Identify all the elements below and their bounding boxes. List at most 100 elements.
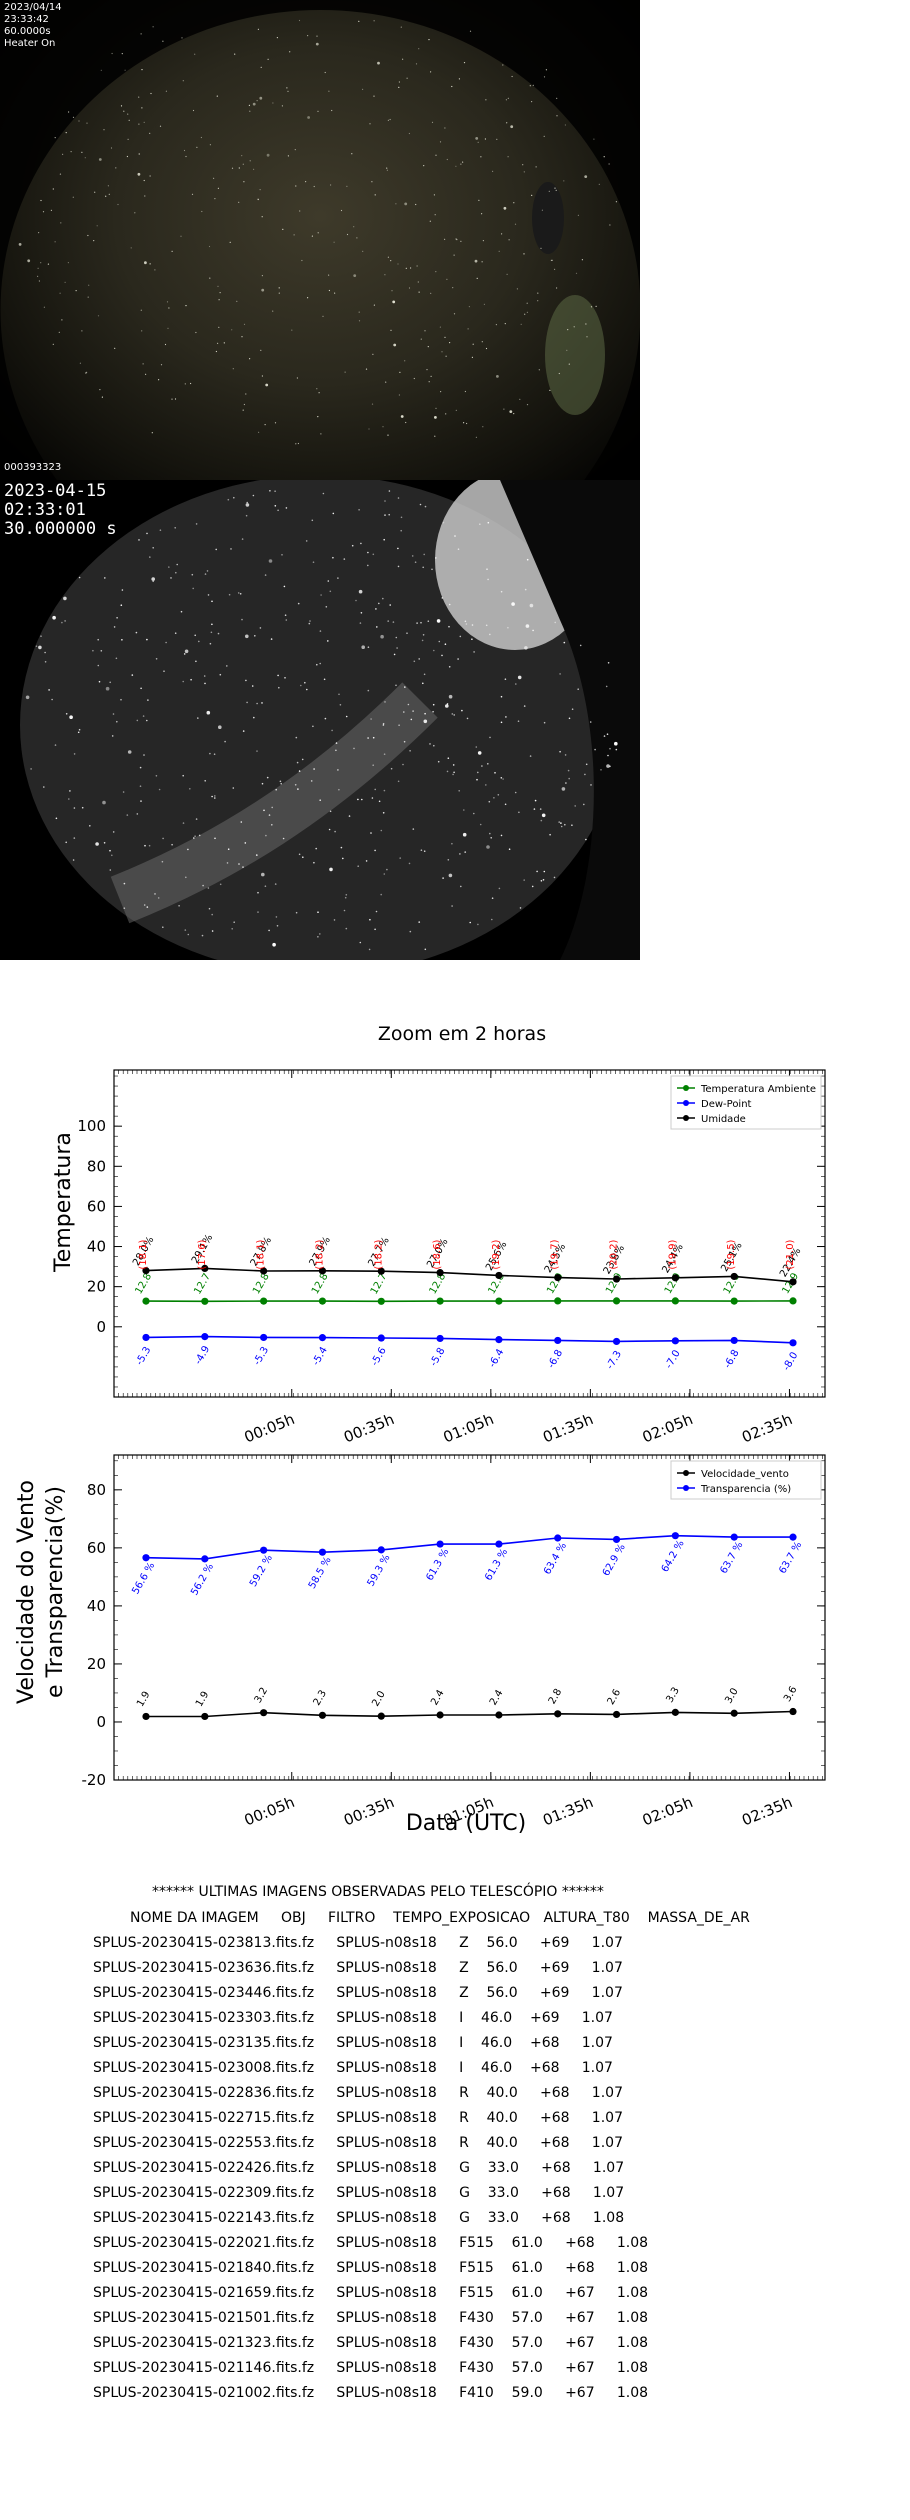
star bbox=[276, 37, 278, 39]
star bbox=[182, 774, 184, 777]
star bbox=[489, 633, 491, 636]
data-label: 63.7 % bbox=[777, 1540, 804, 1576]
data-label: (17.6) bbox=[197, 1239, 208, 1269]
star bbox=[259, 96, 263, 100]
star bbox=[54, 137, 56, 139]
star bbox=[194, 634, 196, 637]
star bbox=[556, 287, 558, 289]
data-label: 2.3 bbox=[312, 1688, 329, 1707]
star bbox=[480, 156, 482, 158]
star bbox=[327, 640, 329, 642]
star bbox=[333, 241, 335, 243]
star bbox=[72, 859, 75, 861]
star bbox=[360, 612, 363, 614]
star bbox=[427, 346, 429, 348]
star bbox=[542, 879, 545, 881]
star bbox=[513, 413, 515, 415]
star bbox=[436, 619, 441, 623]
star bbox=[294, 784, 297, 786]
star bbox=[313, 768, 315, 770]
legend-label: Dew-Point bbox=[701, 1099, 752, 1110]
star bbox=[453, 254, 455, 256]
star bbox=[260, 349, 262, 351]
star bbox=[466, 422, 468, 425]
star bbox=[437, 760, 440, 763]
data-label: 64.2 % bbox=[660, 1539, 687, 1575]
star bbox=[151, 577, 155, 581]
star bbox=[147, 699, 149, 701]
star bbox=[183, 653, 186, 655]
star bbox=[345, 927, 348, 930]
star bbox=[343, 558, 346, 560]
star bbox=[322, 492, 325, 495]
table-row: SPLUS-20230415-023303.fits.fz SPLUS-n08s… bbox=[93, 2010, 613, 2026]
star bbox=[284, 677, 286, 679]
star bbox=[206, 710, 211, 715]
star bbox=[367, 737, 369, 739]
y-tick-label: 80 bbox=[87, 1157, 106, 1175]
star bbox=[345, 894, 348, 896]
star bbox=[387, 620, 390, 622]
star bbox=[154, 893, 156, 895]
data-label: 3.6 bbox=[782, 1685, 799, 1704]
star bbox=[511, 75, 513, 78]
data-point bbox=[377, 1546, 385, 1554]
data-point bbox=[318, 1297, 327, 1305]
star bbox=[261, 375, 263, 377]
star bbox=[471, 356, 473, 358]
star bbox=[261, 216, 263, 218]
star bbox=[446, 278, 448, 280]
data-point bbox=[260, 1333, 268, 1342]
star bbox=[68, 798, 70, 800]
star bbox=[61, 621, 63, 624]
star bbox=[124, 69, 126, 71]
star bbox=[266, 153, 270, 157]
star bbox=[565, 782, 567, 784]
star bbox=[306, 688, 308, 691]
star bbox=[507, 97, 509, 99]
star bbox=[413, 660, 416, 663]
star bbox=[383, 789, 386, 792]
star bbox=[389, 604, 392, 606]
star bbox=[317, 110, 319, 112]
chart-1-title: Zoom em 2 horas bbox=[378, 1023, 546, 1045]
star bbox=[372, 353, 374, 355]
star bbox=[252, 102, 256, 106]
star bbox=[38, 280, 41, 282]
star bbox=[509, 410, 513, 413]
star bbox=[287, 90, 289, 92]
star bbox=[184, 649, 189, 654]
star bbox=[390, 329, 392, 331]
star bbox=[445, 413, 447, 415]
star bbox=[455, 409, 457, 411]
star bbox=[388, 490, 391, 492]
star bbox=[191, 573, 194, 576]
star bbox=[178, 905, 180, 907]
star bbox=[257, 911, 259, 913]
data-point bbox=[495, 1271, 503, 1280]
star bbox=[481, 213, 483, 215]
star bbox=[395, 636, 398, 639]
data-point bbox=[730, 1533, 738, 1541]
star bbox=[328, 274, 330, 276]
star bbox=[109, 869, 112, 871]
star bbox=[77, 731, 80, 734]
star bbox=[274, 883, 277, 885]
star bbox=[242, 163, 244, 165]
star bbox=[141, 69, 143, 71]
star bbox=[167, 327, 169, 329]
star bbox=[380, 893, 383, 896]
star bbox=[444, 643, 447, 645]
star bbox=[504, 803, 507, 806]
star bbox=[484, 138, 486, 140]
star bbox=[585, 838, 587, 841]
star bbox=[323, 678, 326, 681]
star bbox=[276, 925, 279, 927]
star bbox=[395, 684, 397, 687]
star bbox=[335, 749, 337, 752]
star bbox=[543, 135, 545, 137]
star bbox=[500, 590, 503, 593]
star bbox=[378, 800, 381, 803]
star bbox=[607, 662, 610, 664]
star bbox=[61, 319, 63, 321]
